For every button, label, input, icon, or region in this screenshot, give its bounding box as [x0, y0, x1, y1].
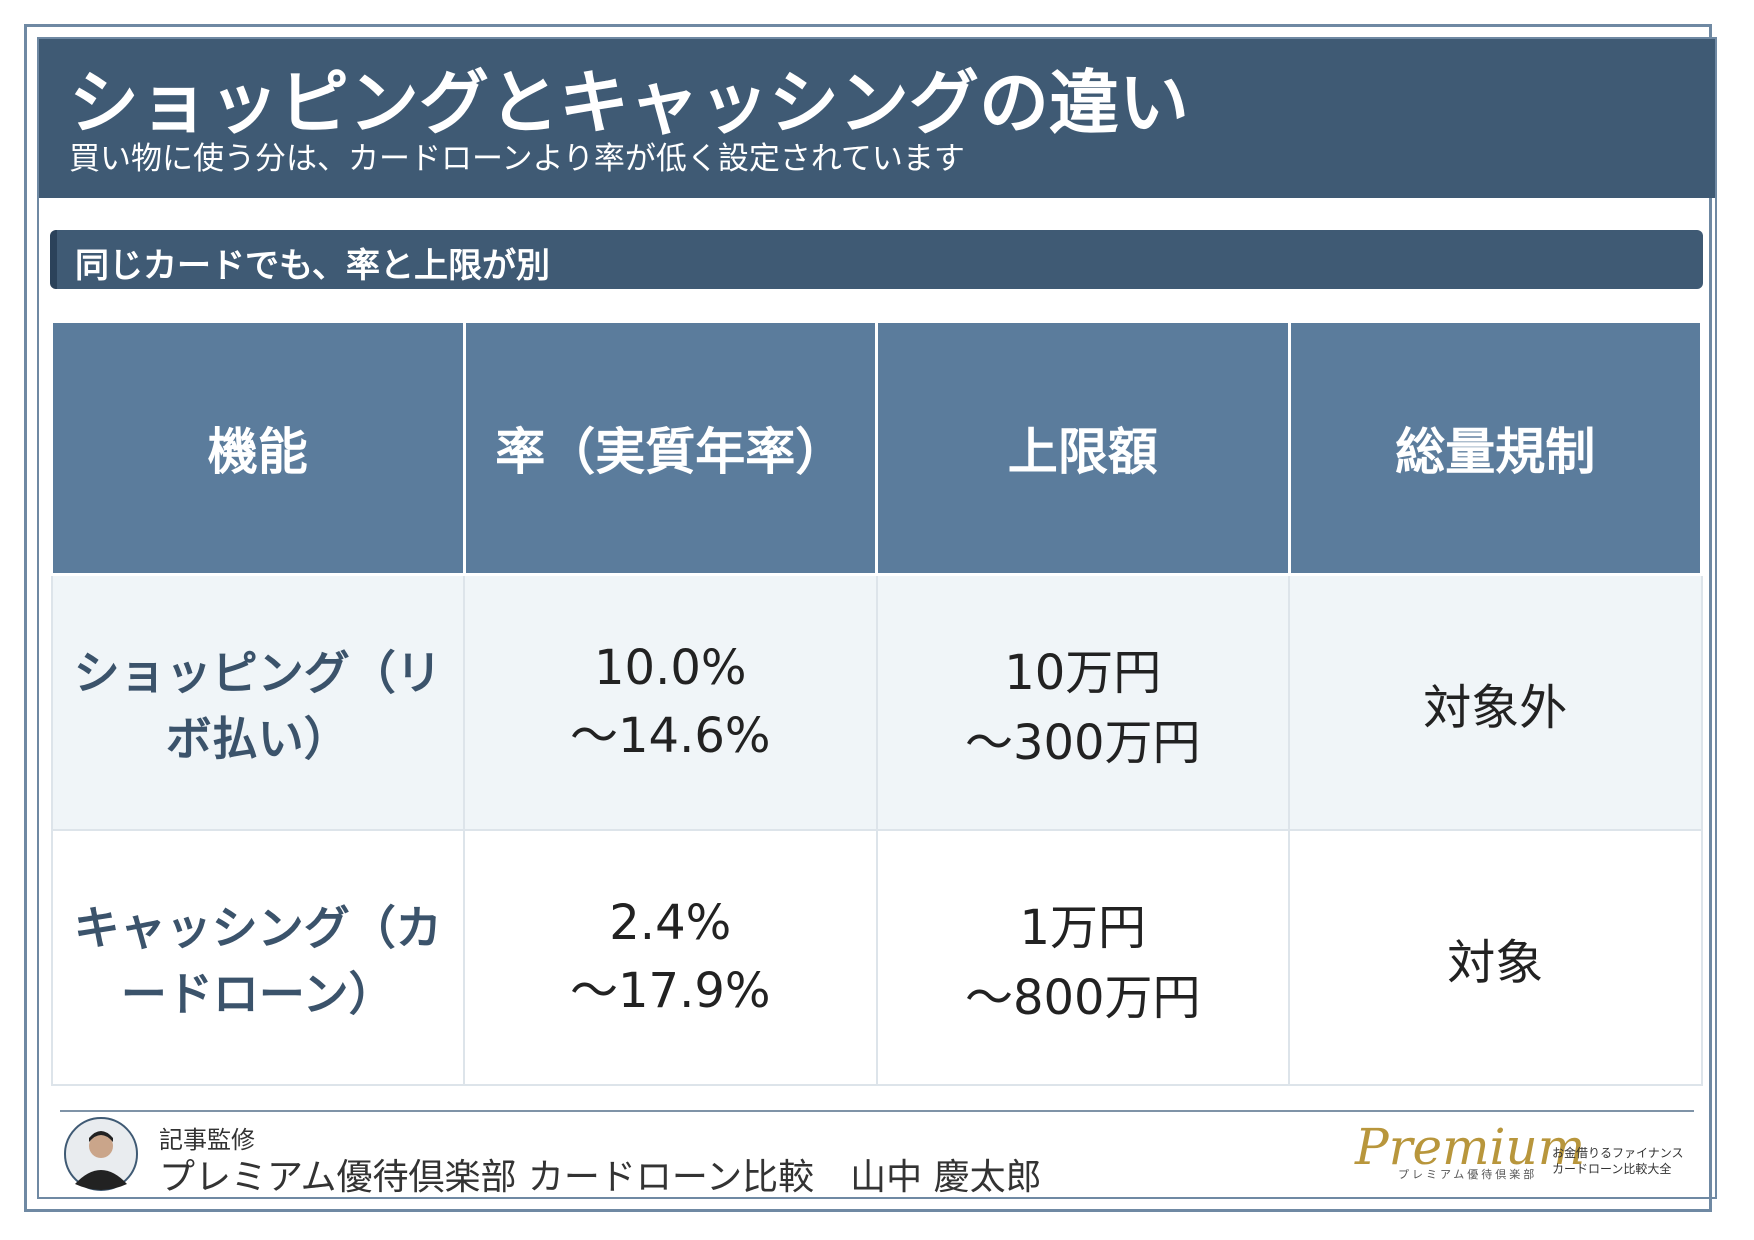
cell-line: 1万円: [1019, 899, 1147, 956]
inner-frame: [37, 37, 1717, 1199]
footer-label: 記事監修: [159, 1126, 255, 1154]
row-label: キャッシング（カードローン）: [50, 829, 465, 1086]
cell-line: 〜14.6%: [570, 707, 771, 764]
table-row: キャッシング（カードローン） 2.4% 〜17.9% 1万円 〜800万円 対象: [50, 829, 1703, 1086]
cell-line: 10万円: [1004, 644, 1162, 701]
row-label: ショッピング（リボ払い）: [50, 573, 465, 831]
table-cell: 2.4% 〜17.9%: [463, 829, 878, 1086]
cell-line: 〜17.9%: [570, 962, 771, 1019]
cell-line: 2.4%: [609, 894, 732, 951]
column-header: 率（実質年率）: [462, 320, 878, 576]
logo-tagline: お金借りるファイナンス カードローン比較大全: [1552, 1145, 1684, 1177]
table-cell: 対象外: [1288, 573, 1703, 831]
title: ショッピングとキャッシングの違い: [69, 62, 1189, 144]
table-cell: 10万円〜300万円: [875, 573, 1290, 831]
cell-line: 10.0%: [594, 639, 747, 696]
column-header: 上限額: [875, 320, 1291, 576]
section-bar: 同じカードでも、率と上限が別: [50, 230, 1703, 289]
logo-sub: プレミアム優待倶楽部: [1398, 1168, 1538, 1181]
table-cell: 1万円〜800万円: [875, 829, 1290, 1086]
table-cell: 対象: [1288, 829, 1703, 1086]
column-header: 総量規制: [1287, 320, 1703, 576]
cell-line: 〜800万円: [964, 969, 1201, 1026]
tagline-line: カードローン比較大全: [1552, 1162, 1672, 1176]
section-heading: 同じカードでも、率と上限が別: [75, 246, 550, 286]
table-row: ショッピング（リボ払い） 10.0% 〜14.6% 10万円 〜300万円 対象外: [50, 573, 1703, 831]
table: 機能 率（実質年率） 上限額 総量規制 ショッピング（リボ払い） 10.0% 〜14.6% 1…: [50, 320, 1703, 1086]
column-header: 機能: [50, 320, 466, 576]
tagline-line: お金借りるファイナンス: [1552, 1146, 1684, 1160]
logo-name: Premium: [1355, 1118, 1586, 1176]
cell-line: 〜300万円: [964, 714, 1201, 771]
footer-line: [60, 1110, 1694, 1112]
header: ショッピングとキャッシングの違い 買い物に使う分は、カードローンより率が低く設定…: [39, 39, 1715, 198]
avatar: [64, 1117, 138, 1191]
footer-author: プレミアム優待倶楽部 カードローン比較 山中 慶太郎: [159, 1157, 1042, 1198]
outer-frame: [24, 24, 1712, 1212]
header-row: 機能 率（実質年率） 上限額 総量規制: [50, 320, 1703, 576]
table-cell: 10.0% 〜14.6%: [463, 573, 878, 831]
subtitle: 買い物に使う分は、カードローンより率が低く設定されています: [69, 141, 965, 177]
